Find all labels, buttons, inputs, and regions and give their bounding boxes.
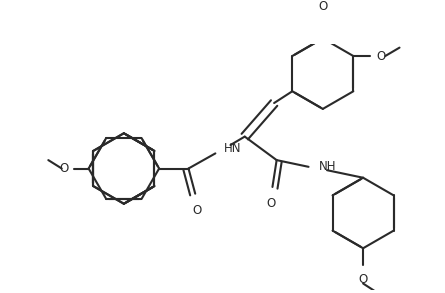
Text: NH: NH (319, 160, 336, 173)
Text: O: O (192, 204, 202, 217)
Text: O: O (359, 273, 368, 287)
Text: O: O (377, 50, 386, 62)
Text: O: O (266, 197, 275, 210)
Text: O: O (318, 0, 328, 13)
Text: O: O (59, 162, 69, 175)
Text: HN: HN (224, 142, 241, 155)
